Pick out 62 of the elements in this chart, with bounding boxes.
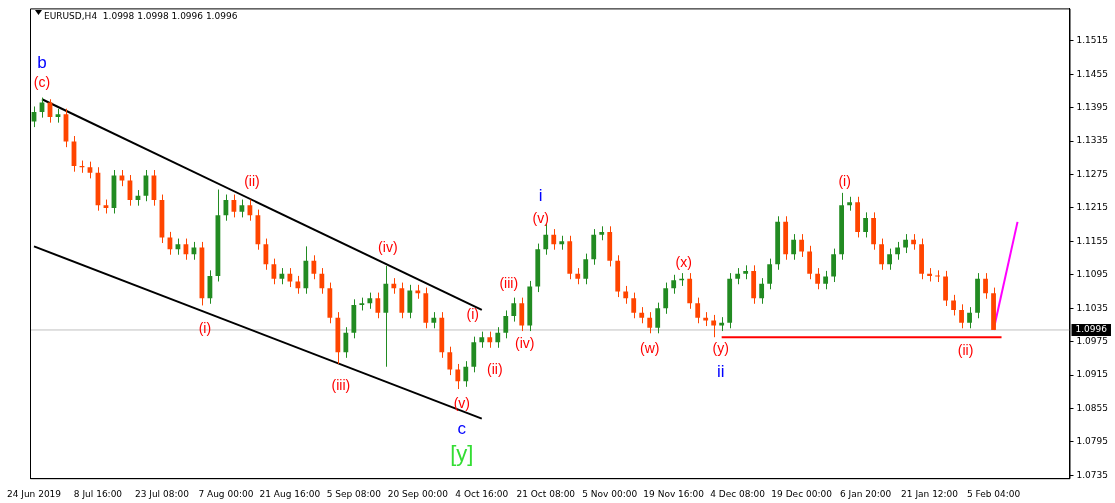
x-tick-label: 4 Dec 08:00	[710, 488, 766, 499]
y-tick-label: 1.1155	[1076, 235, 1109, 246]
annotation: (ii)	[957, 342, 974, 359]
annotation: (iv)	[378, 239, 398, 256]
annotation: (ii)	[487, 360, 503, 377]
annotation: (ii)	[244, 173, 260, 190]
annotation: b	[37, 53, 47, 73]
y-tick-label: 1.1035	[1076, 302, 1109, 313]
x-tick-label: 4 Oct 16:00	[455, 488, 509, 499]
y-tick-label: 1.1215	[1076, 202, 1109, 213]
x-tick-label: 5 Sep 08:00	[326, 488, 382, 499]
annotation: c	[457, 418, 467, 438]
annotation: (y)	[712, 340, 729, 357]
y-tick-label: 1.1395	[1076, 101, 1109, 112]
x-tick-label: 7 Aug 00:00	[198, 488, 254, 499]
annotation: (i)	[838, 173, 851, 190]
x-tick-label: 5 Nov 00:00	[582, 488, 638, 499]
candlestick	[415, 284, 421, 300]
annotation: (x)	[675, 253, 692, 270]
annotation: ii	[716, 361, 725, 381]
annotation: (iii)	[331, 376, 351, 393]
x-tick-label: 21 Jan 12:00	[901, 488, 959, 499]
ref-line-label: 1.0996	[1075, 324, 1108, 335]
y-tick-label: 1.0735	[1076, 469, 1109, 480]
candlestick	[359, 297, 365, 311]
y-tick-label: 1.0855	[1076, 402, 1109, 413]
annotation: i	[538, 185, 543, 205]
annotation: (iii)	[499, 275, 519, 292]
candlestick	[711, 314, 717, 338]
y-tick-label: 1.1515	[1076, 35, 1109, 46]
annotation: (w)	[639, 340, 660, 357]
x-tick-label: 8 Jul 16:00	[73, 488, 123, 499]
x-tick-label: 19 Nov 16:00	[643, 488, 705, 499]
y-tick-label: 1.0975	[1076, 336, 1109, 347]
y-tick-label: 1.1455	[1076, 68, 1109, 79]
candlestick	[847, 196, 853, 212]
x-tick-label: 5 Feb 04:00	[966, 488, 1021, 499]
annotation: (iv)	[515, 335, 535, 352]
candlestick	[719, 316, 725, 332]
y-tick-label: 1.0915	[1076, 369, 1109, 380]
x-tick-label: 24 Jun 2019	[6, 488, 62, 499]
annotation: (c)	[33, 73, 51, 90]
annotation: (v)	[453, 395, 470, 412]
y-tick-label: 1.0795	[1076, 436, 1109, 447]
x-tick-label: 21 Aug 16:00	[259, 488, 321, 499]
chart-title: EURUSD,H4 1.0998 1.0998 1.0996 1.0996	[44, 10, 238, 21]
y-tick-label: 1.1275	[1076, 168, 1109, 179]
y-tick-label: 1.1335	[1076, 135, 1109, 146]
annotation: [y]	[450, 440, 474, 466]
candlestick	[559, 235, 565, 251]
x-tick-label: 19 Dec 00:00	[771, 488, 833, 499]
y-tick-label: 1.1095	[1076, 269, 1109, 280]
candlestick	[823, 270, 829, 290]
annotation: (v)	[532, 209, 549, 226]
x-tick-label: 21 Oct 08:00	[516, 488, 576, 499]
annotation: (i)	[466, 305, 480, 322]
candlestick	[599, 225, 605, 241]
x-tick-label: 23 Jul 08:00	[134, 488, 190, 499]
annotation: (i)	[198, 319, 212, 336]
x-tick-label: 6 Jan 20:00	[839, 488, 892, 499]
candlestick	[743, 264, 749, 280]
x-tick-label: 20 Sep 00:00	[387, 488, 449, 499]
